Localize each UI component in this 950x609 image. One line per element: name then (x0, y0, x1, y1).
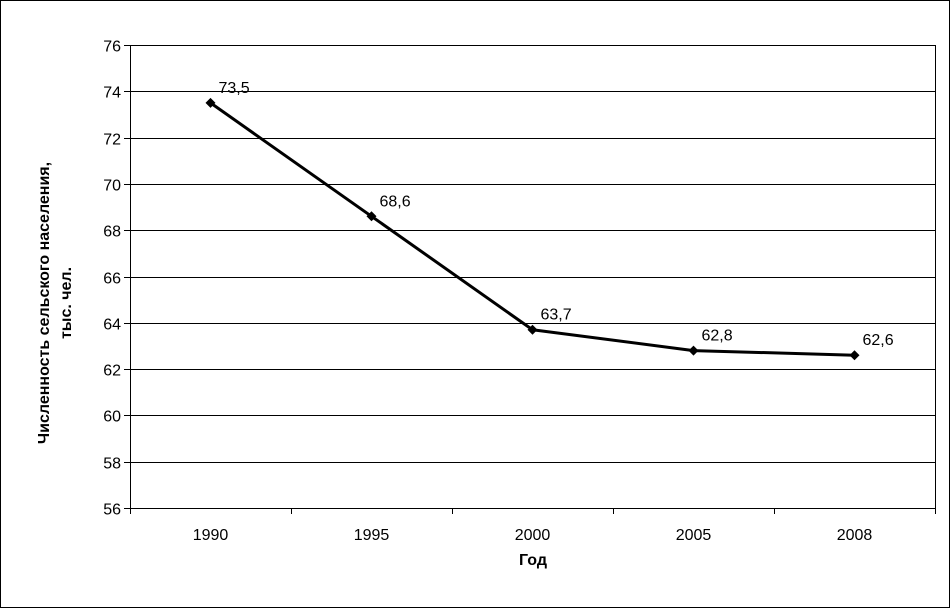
x-tick-label-2008: 2008 (837, 527, 873, 544)
x-tick-label-2005: 2005 (676, 527, 712, 544)
data-label-1990: 73,5 (219, 80, 250, 97)
series-line (205, 97, 860, 361)
data-point-2000 (527, 324, 538, 335)
y-tick-label-3: 62 (103, 363, 121, 380)
axes: 56 58 60 62 64 66 68 70 72 74 76 1990 1995 2000 2005 20… (103, 39, 936, 544)
x-tick-label-2000: 2000 (515, 527, 551, 544)
y-tick-label-10: 76 (103, 39, 121, 56)
gridlines (130, 45, 935, 463)
y-tick-label-0: 56 (103, 502, 121, 519)
data-labels: 73,5 68,6 63,7 62,8 62,6 (219, 80, 894, 349)
data-label-2005: 62,8 (702, 328, 733, 345)
y-tick-label-7: 70 (103, 178, 121, 195)
y-tick-label-4: 64 (103, 317, 121, 334)
data-label-2000: 63,7 (541, 307, 572, 324)
y-axis-title-line-2: тыс. чел. (58, 267, 75, 339)
y-tick-label-1: 58 (103, 456, 121, 473)
data-label-2008: 62,6 (863, 332, 894, 349)
y-tick-label-8: 72 (103, 132, 121, 149)
data-point-1990 (205, 97, 216, 108)
y-tick-label-6: 68 (103, 224, 121, 241)
data-point-2008 (849, 350, 860, 361)
y-axis-title: Численность сельского населения, тыс. че… (36, 162, 75, 444)
data-point-2005 (688, 345, 699, 356)
y-tick-label-2: 60 (103, 409, 121, 426)
y-tick-label-5: 66 (103, 271, 121, 288)
y-axis-title-line-1: Численность сельского населения, (36, 162, 53, 444)
x-axis-title: Год (519, 552, 547, 569)
series-0-line (209, 101, 855, 357)
y-tick-label-9: 74 (103, 85, 121, 102)
x-tick-label-1995: 1995 (354, 527, 390, 544)
data-label-1995: 68,6 (380, 193, 411, 210)
data-point-1995 (366, 211, 377, 222)
x-tick-label-1990: 1990 (193, 527, 229, 544)
